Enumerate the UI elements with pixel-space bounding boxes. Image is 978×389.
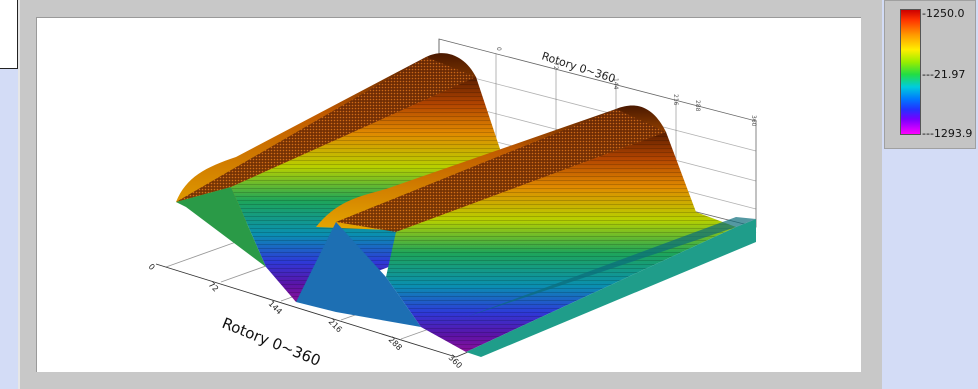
left-control-box[interactable] <box>0 0 18 69</box>
3d-surface-plot[interactable]: 0 72 144 216 288 360 0 72 144 216 288 36… <box>36 17 861 372</box>
front-tick-288: 288 <box>387 335 404 352</box>
colorbar-max-label: -1250.0 <box>922 7 965 20</box>
front-axis-title: Rotory 0~360 <box>220 314 324 370</box>
back-tick-360: 360 <box>750 115 757 127</box>
back-tick-216: 216 <box>672 94 679 106</box>
back-tick-labels: 0 72 144 216 288 360 <box>495 47 757 127</box>
front-tick-360: 360 <box>447 353 464 370</box>
back-tick-144: 144 <box>612 78 619 90</box>
right-panel: -1250.0 ---21.97 ---1293.9 <box>882 0 978 389</box>
surface-back-ridge <box>176 53 521 302</box>
back-tick-0: 0 <box>495 47 502 51</box>
colorbar-mid-label: ---21.97 <box>922 68 966 81</box>
colorbar-min-label: ---1293.9 <box>922 127 973 140</box>
back-tick-288: 288 <box>694 100 701 112</box>
surface-front-ridge <box>296 105 756 357</box>
colorbar <box>900 9 921 135</box>
front-tick-0: 0 <box>147 262 157 272</box>
3d-plot-area[interactable]: 0 72 144 216 288 360 0 72 144 216 288 36… <box>36 17 861 372</box>
left-panel <box>0 0 18 389</box>
back-axis-title: Rotory 0~360 <box>540 49 617 85</box>
back-tick-72: 72 <box>552 62 559 70</box>
front-tick-72: 72 <box>207 280 221 294</box>
3d-surface-graph-panel: 0 72 144 216 288 360 0 72 144 216 288 36… <box>18 0 882 389</box>
front-tick-144: 144 <box>267 299 284 316</box>
color-scale-legend: -1250.0 ---21.97 ---1293.9 <box>884 0 976 149</box>
